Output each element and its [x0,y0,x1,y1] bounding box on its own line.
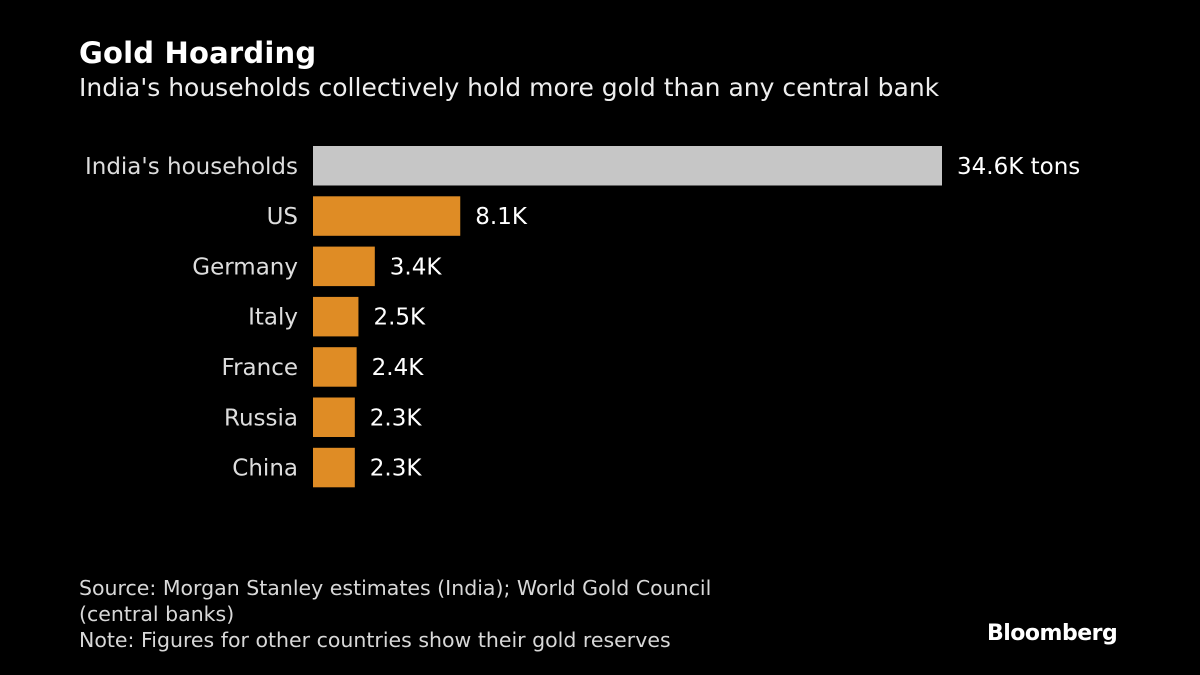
data-label: 34.6K tons [957,154,1080,180]
data-label: 2.3K [370,456,423,482]
chart-title: Gold Hoarding [79,36,317,70]
source-line-1: Source: Morgan Stanley estimates (India)… [79,576,712,600]
category-label: US [267,204,298,230]
source-line-2: (central banks) [79,602,235,626]
chart-subtitle: India's households collectively hold mor… [79,73,940,102]
bloomberg-logo: Bloomberg [987,621,1118,646]
bar-us [313,196,461,236]
bar-china [313,447,355,488]
category-label: Russia [224,405,298,431]
category-label: Germany [192,254,298,280]
data-label: 2.4K [372,355,425,381]
category-label: France [222,355,298,381]
category-label: China [232,456,298,482]
note: Note: Figures for other countries show t… [79,628,671,652]
data-label: 2.5K [373,305,426,331]
bar-russia [313,397,355,437]
bar-france [313,347,357,387]
category-label: India's households [85,154,298,180]
data-label: 8.1K [475,204,528,230]
bar-italy [313,296,359,337]
bar-india-s-households [313,146,942,186]
data-label: 2.3K [370,405,423,431]
bar-germany [313,246,375,287]
category-label: Italy [248,305,298,331]
data-label: 3.4K [390,254,443,280]
